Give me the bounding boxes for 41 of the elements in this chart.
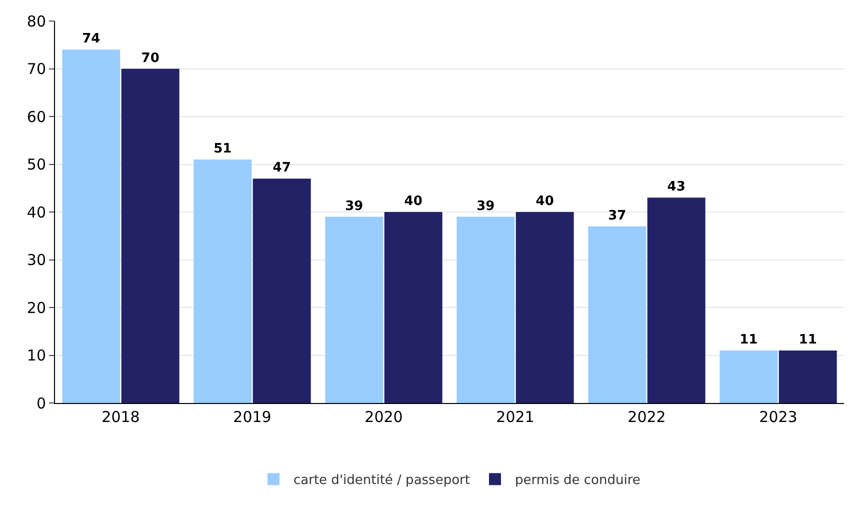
data-label: 39 <box>345 198 364 214</box>
legend-label: carte d'identité / passeport <box>294 473 470 488</box>
bar <box>647 198 706 403</box>
bar <box>325 216 384 403</box>
data-label: 70 <box>141 50 160 66</box>
bar <box>516 212 574 403</box>
data-label: 74 <box>82 32 100 47</box>
bar <box>778 350 837 403</box>
y-tick-label: 60 <box>26 108 46 126</box>
x-tick-label: 2018 <box>102 408 140 426</box>
y-tick-label: 20 <box>26 298 46 317</box>
data-label: 11 <box>740 332 758 348</box>
bar <box>384 212 442 403</box>
data-label: 51 <box>214 141 232 156</box>
y-tick-label: 70 <box>26 60 46 78</box>
bar <box>588 226 646 403</box>
y-tick-label: 30 <box>26 251 46 269</box>
data-label: 40 <box>404 194 422 209</box>
y-tick-label: 40 <box>26 203 46 222</box>
y-tick-label: 50 <box>26 156 46 174</box>
data-label: 43 <box>667 180 686 195</box>
bar <box>252 178 311 403</box>
y-tick-label: 80 <box>26 12 46 30</box>
data-label: 47 <box>272 160 291 176</box>
y-tick-label: 10 <box>26 346 46 364</box>
bar <box>121 68 180 403</box>
x-tick-label: 2020 <box>364 408 403 426</box>
x-tick-label: 2023 <box>759 408 798 426</box>
data-label: 40 <box>536 194 554 209</box>
x-tick-label: 2021 <box>496 408 534 426</box>
data-label: 11 <box>798 332 817 348</box>
bar <box>720 350 778 403</box>
legend-label: permis de conduire <box>514 473 640 488</box>
bar <box>194 159 252 403</box>
y-tick-label: 0 <box>36 394 46 412</box>
bar <box>456 216 515 403</box>
data-label: 39 <box>476 198 495 214</box>
data-label: 37 <box>608 208 626 224</box>
x-tick-label: 2019 <box>233 408 272 426</box>
x-tick-label: 2022 <box>628 408 666 426</box>
bar <box>62 50 120 403</box>
